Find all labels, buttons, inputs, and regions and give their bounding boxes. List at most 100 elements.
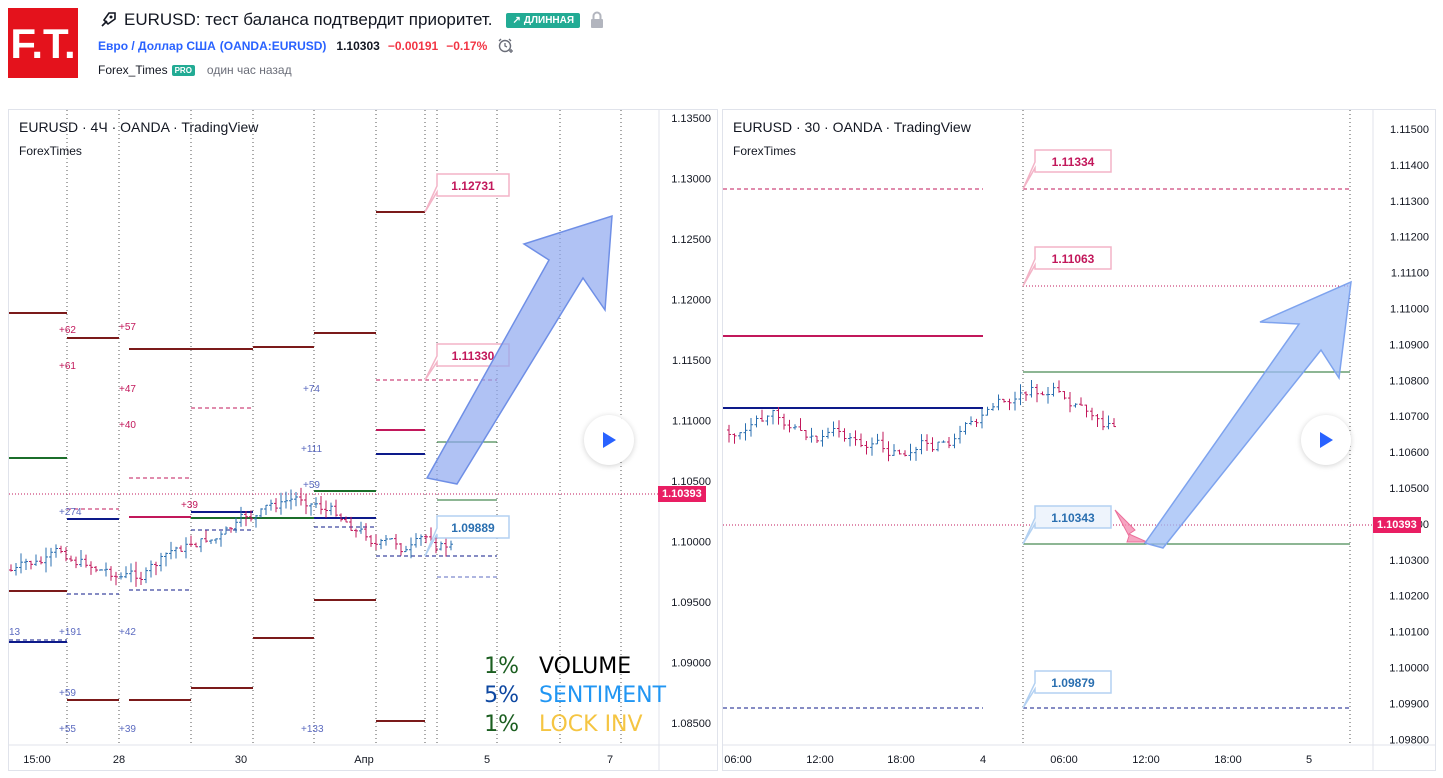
right-chart-subtitle: ForexTimes [733, 144, 796, 158]
level-mark-label: +40 [119, 420, 136, 431]
price-axis-label: 1.10600 [1389, 447, 1429, 459]
price-axis-label: 1.09000 [671, 658, 711, 670]
price-axis-label: 1.11400 [1390, 160, 1429, 172]
right-current-price-tag: 1.10393 [1373, 517, 1421, 533]
price-axis-label: 1.11500 [672, 355, 711, 367]
price-axis-label: 1.11200 [1390, 232, 1429, 244]
price-callout [1022, 505, 1112, 545]
play-icon [603, 432, 616, 448]
right-chart-panel[interactable]: 1.11500 1.11400 1.11300 1.11200 1.11100 1.110… [722, 109, 1436, 771]
price-change: −0.00191 [387, 39, 439, 53]
rocket-icon [101, 12, 116, 27]
play-button-right[interactable] [1301, 415, 1351, 465]
legend-label: VOLUME [539, 654, 632, 679]
play-icon [1320, 432, 1333, 448]
price-callout-label: 1.09879 [1051, 676, 1095, 690]
level-mark-label: +111 [301, 444, 322, 455]
symbol-row: Евро / Доллар США (OANDA:EURUSD) 1.10303… [98, 37, 515, 55]
symbol-code-link[interactable]: (OANDA:EURUSD) [219, 39, 327, 53]
logo-text: F.T. [10, 20, 75, 67]
left-chart-canvas[interactable]: 1.13500 1.13000 1.12500 1.12000 1.11500 1.110… [9, 110, 718, 771]
price-axis-label: 1.10900 [1389, 339, 1429, 351]
legend-pct: 1% [484, 712, 519, 737]
alarm-icon[interactable] [497, 37, 515, 55]
price-axis-label: 1.10800 [1389, 375, 1429, 387]
forecast-arrow [1143, 280, 1352, 549]
price-callout-label: 1.11063 [1052, 252, 1095, 266]
price-callout [1022, 246, 1112, 287]
level-mark-label: +57 [119, 322, 136, 333]
time-axis-label: 12:00 [806, 754, 834, 766]
price-axis-label: 1.09800 [1389, 734, 1429, 746]
level-mark-label: +39 [181, 500, 198, 511]
level-mark-label: +61 [59, 361, 76, 372]
price-callout [424, 515, 510, 557]
forecast-arrow [425, 214, 613, 485]
level-mark-label: +74 [303, 384, 320, 395]
price-change-pct: −0.17% [446, 39, 488, 53]
play-button[interactable] [584, 415, 634, 465]
left-chart-title: EURUSD · 4Ч · OANDA · TradingView [19, 119, 259, 135]
time-axis-label: 30 [235, 754, 247, 766]
level-mark-label: +191 [59, 627, 82, 638]
left-current-price-tag: 1.10393 [658, 486, 706, 502]
time-axis-label: 7 [607, 754, 613, 766]
time-axis-label: 18:00 [887, 754, 915, 766]
idea-title: EURUSD: тест баланса подтвердит приорите… [124, 10, 493, 29]
price-axis-label: 1.09500 [671, 597, 711, 609]
author-name[interactable]: Forex_Times [98, 63, 168, 77]
badge-label: ДЛИННАЯ [523, 14, 575, 26]
time-axis-label: 12:00 [1132, 754, 1160, 766]
forex-times-logo[interactable]: F.T. [8, 8, 78, 78]
legend-pct: 5% [484, 683, 519, 708]
level-mark-label: +59 [303, 480, 320, 491]
price-axis-label: 1.10700 [1389, 411, 1429, 423]
small-down-arrow [1114, 509, 1148, 543]
price-axis-label: 1.10500 [671, 476, 711, 488]
time-axis-label: 5 [484, 754, 490, 766]
left-chart-panel[interactable]: 1.13500 1.13000 1.12500 1.12000 1.11500 1.110… [8, 109, 718, 771]
price-axis-label: 1.11000 [1390, 304, 1429, 316]
price-axis-label: 1.12500 [671, 234, 711, 246]
level-mark-label: +133 [301, 724, 324, 735]
symbol-name-link[interactable]: Евро / Доллар США [98, 39, 216, 53]
price-callout [1022, 149, 1112, 190]
price-axis-label: 1.11000 [672, 416, 711, 428]
time-axis-label: 06:00 [724, 754, 752, 766]
published-time: один час назад [206, 63, 292, 77]
idea-title-row: EURUSD: тест баланса подтвердит приорите… [98, 8, 604, 32]
right-chart-canvas[interactable]: 1.11500 1.11400 1.11300 1.11200 1.11100 1.110… [723, 110, 1436, 771]
legend-row: 5% SENTIMENT [479, 683, 666, 708]
price-axis-label: 1.10000 [1389, 663, 1429, 675]
price-callout [1022, 670, 1112, 709]
time-axis-label: 28 [113, 754, 125, 766]
price-callout-label: 1.10343 [1051, 511, 1095, 525]
long-badge: ↗ ДЛИННАЯ [506, 12, 581, 28]
price-axis-label: 1.11300 [1390, 196, 1429, 208]
time-axis-label: 4 [980, 754, 986, 766]
last-price: 1.10303 [336, 39, 380, 53]
price-callout-label: 1.11334 [1052, 155, 1095, 169]
price-axis-label: 1.10000 [671, 537, 711, 549]
price-axis-label: 1.09900 [1389, 698, 1429, 710]
price-callout-label: 1.09889 [451, 521, 495, 535]
level-mark-label: +62 [59, 325, 76, 336]
arrow-up-right-icon: ↗ [512, 14, 521, 26]
level-mark-label: +39 [119, 724, 136, 735]
price-axis-label: 1.08500 [671, 718, 711, 730]
price-axis-label: 1.12000 [671, 295, 711, 307]
level-mark-label: +42 [119, 627, 136, 638]
legend-row: 1% LOCK INV [479, 712, 642, 737]
price-axis-label: 1.10500 [1389, 483, 1429, 495]
right-chart-title: EURUSD · 30 · OANDA · TradingView [733, 119, 971, 135]
legend-row: 1% VOLUME [479, 654, 631, 679]
legend-label: SENTIMENT [539, 683, 667, 708]
time-axis-label: 5 [1306, 754, 1312, 766]
legend-pct: 1% [484, 654, 519, 679]
pro-badge: PRO [171, 64, 195, 76]
time-axis-label: 18:00 [1214, 754, 1242, 766]
time-axis-label: 06:00 [1050, 754, 1078, 766]
time-axis-label: Апр [354, 754, 373, 766]
price-axis-label: 1.13000 [671, 174, 711, 186]
price-axis-label: 1.10200 [1389, 591, 1429, 603]
